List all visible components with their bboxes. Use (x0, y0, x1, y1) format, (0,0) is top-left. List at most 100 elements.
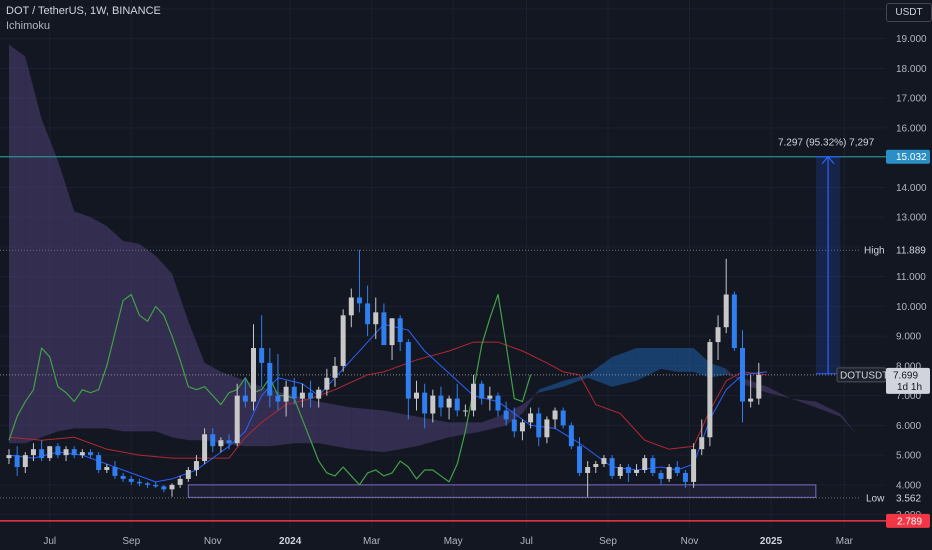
candle-body (226, 440, 232, 444)
candle-body (169, 484, 175, 490)
candle (682, 469, 688, 488)
high-title: High (864, 246, 885, 257)
candle-body (47, 446, 53, 459)
candle-body (161, 486, 167, 490)
price-labels: 15.032 High 11.889 DOTUSDT 7.699 1d 1h L… (836, 149, 932, 528)
candle (120, 472, 126, 482)
candle (634, 464, 640, 476)
symbol-title[interactable]: DOT / TetherUS, 1W, BINANCE (6, 5, 161, 17)
candle (14, 446, 20, 476)
measure-arrow-head (821, 155, 835, 165)
cloud-segment-bear (351, 407, 384, 453)
candle (487, 386, 493, 411)
support-zone (187, 484, 817, 498)
candle (63, 446, 69, 462)
candle-body (617, 467, 623, 476)
candle-body (71, 449, 77, 456)
candle-body (585, 467, 591, 473)
candle (145, 481, 151, 488)
candle (438, 386, 444, 417)
candle-body (251, 348, 256, 402)
candle-body (674, 467, 680, 473)
candle-body (340, 315, 346, 366)
candle-body (63, 449, 69, 456)
candle-body (177, 478, 183, 485)
candle-body (39, 449, 45, 459)
cloud-segment-bull (612, 348, 637, 387)
candle-body (210, 434, 216, 447)
cloud-segment-bear (766, 386, 792, 399)
candle-body (634, 469, 640, 473)
candle-body (202, 434, 208, 462)
candle (405, 339, 411, 420)
candle-body (446, 398, 452, 408)
candle (674, 461, 680, 476)
candle (462, 404, 468, 417)
candle-body (275, 395, 281, 402)
candle-body (642, 458, 648, 470)
candle-body (299, 392, 305, 399)
target-price-label: 15.032 (896, 152, 927, 163)
candle-body (682, 472, 688, 482)
candle (552, 407, 558, 429)
candle-body (55, 446, 61, 456)
candle (707, 339, 713, 447)
candle-body (308, 392, 314, 399)
candle-body (731, 294, 737, 349)
time-tick-label: Jul (520, 536, 533, 547)
price-tick-label: 13.000 (896, 213, 927, 224)
price-tick-label: 6.000 (896, 421, 921, 432)
candle-body (381, 312, 387, 346)
candle-body (88, 452, 93, 456)
currency-button[interactable]: USDT (886, 3, 932, 22)
candle (283, 380, 289, 417)
time-tick-label: Jul (43, 536, 56, 547)
low-title: Low (866, 493, 885, 504)
candle (316, 386, 322, 408)
cloud-segment-bear (9, 44, 26, 444)
candle (96, 452, 102, 473)
candle (495, 392, 501, 417)
measure-tool[interactable]: 7.297 (95.32%) 7,297 (778, 138, 875, 375)
candle (210, 428, 216, 453)
candle-body (495, 395, 501, 411)
candle-body (22, 455, 28, 468)
candle-body (397, 318, 403, 343)
cloud-segment-bull (709, 362, 727, 378)
candles (6, 249, 762, 497)
candle-body (438, 395, 444, 408)
candle-body (145, 483, 151, 485)
candle (30, 443, 36, 462)
low-badge (860, 490, 932, 505)
price-tick-label: 9.000 (896, 332, 921, 343)
candle-body (593, 464, 599, 468)
candle-body (324, 377, 330, 390)
candle (585, 461, 591, 497)
candle-body (96, 455, 102, 470)
candle (79, 449, 85, 459)
candle-body (153, 484, 159, 487)
candle (185, 467, 191, 482)
candle (422, 383, 428, 429)
candle (381, 303, 387, 346)
cloud-segment-bull (693, 348, 710, 378)
candle-body (666, 467, 672, 479)
candle (691, 443, 697, 488)
time-axis[interactable]: Jul Sep Nov 2024 Mar May Jul Sep Nov 2025 Mar (43, 536, 853, 547)
time-tick-label: Sep (599, 536, 617, 547)
indicator-legend[interactable]: Ichimoku (6, 20, 51, 32)
support-zone-box (187, 484, 817, 498)
candle (291, 377, 297, 405)
candle (519, 419, 525, 441)
cloud-segment-bear (318, 401, 352, 450)
candle (177, 475, 183, 488)
candle-body (30, 449, 36, 456)
candle (128, 475, 134, 485)
candle (699, 419, 705, 456)
candle-body (699, 437, 705, 450)
time-tick-label: Mar (363, 536, 381, 547)
time-tick-label: May (444, 536, 463, 547)
price-tick-label: 17.000 (896, 94, 927, 105)
